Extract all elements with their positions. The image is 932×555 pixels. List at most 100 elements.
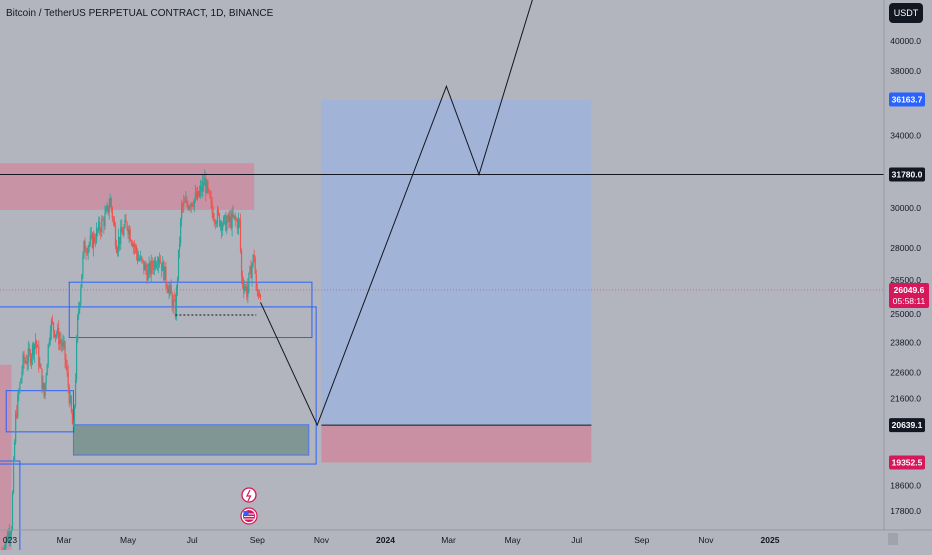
candle-body [167,289,169,294]
candle-body [69,396,71,404]
time-tick-label: 2024 [376,535,395,545]
candles-layer [1,169,262,555]
candle-body [26,361,28,364]
candle-body [110,198,112,208]
candle-body [106,205,108,210]
candle-body [181,204,183,220]
price-tick-label: 18600.0 [890,480,921,490]
demand-zone[interactable] [72,424,310,456]
candle-body [254,257,256,274]
event-icons-layer[interactable] [240,487,258,525]
candle-body [232,213,234,218]
candle-body [152,267,154,270]
candle-body [25,360,27,364]
candle-body [56,333,58,335]
candle-body [73,406,76,427]
candle-body [215,222,217,224]
time-tick-label: 023 [3,535,17,545]
candle-body [28,348,30,352]
candle-body [126,222,128,229]
candle-body [37,346,39,348]
candle-body [115,245,118,253]
candle-body [129,229,131,241]
candle-body [172,299,174,307]
candle-body [153,260,155,270]
candle-body [229,216,231,222]
supply-zone[interactable] [0,364,12,552]
time-tick-label: Nov [314,535,330,545]
drawings-layer [0,0,884,427]
axis-settings-icon[interactable] [888,533,898,545]
candle-body [17,394,19,417]
candle-body [161,263,163,272]
price-tick-label: 22600.0 [890,367,921,377]
candle-body [226,221,228,231]
candle-body [11,492,14,530]
candle-body [211,201,213,213]
candle-body [253,254,255,258]
candle-body [228,214,230,222]
time-tick-label: Sep [634,535,649,545]
candle-body [178,243,181,250]
price-label-text: 36163.7 [892,95,923,105]
candle-body [6,536,8,541]
time-tick-label: May [505,535,522,545]
candle-body [35,340,37,344]
price-label-box [889,92,925,107]
candle-body [136,253,139,261]
candle-body [217,210,220,214]
candle-body [52,322,55,331]
candle-body [193,199,195,207]
candle-body [98,221,100,231]
candle-body [130,240,132,243]
range-box[interactable] [5,390,74,433]
candle-body [4,543,6,553]
candle-body [174,299,176,318]
candle-body [194,193,196,200]
candle-body [214,220,216,224]
candle-body [7,532,9,541]
candle-body [95,228,98,242]
candle-body [124,219,126,228]
candle-body [225,215,227,231]
candle-body [168,288,170,294]
candle-body [53,330,56,337]
time-tick-label: Mar [57,535,72,545]
candle-body [144,264,146,271]
projection-path[interactable] [260,0,535,427]
price-tick-label: 25000.0 [890,309,921,319]
candle-body [191,203,193,206]
candle-body [218,213,221,226]
range-box[interactable] [68,281,313,339]
candle-body [123,227,125,236]
candle-body [143,260,145,271]
target-zone[interactable] [321,99,592,426]
candle-body [209,191,211,198]
candle-body [139,258,141,260]
stop-zone[interactable] [321,425,592,463]
time-tick-label: Jul [571,535,582,545]
candle-body [208,189,210,192]
candle-body [84,241,86,252]
candle-body [189,206,191,208]
candle-body [147,269,149,281]
candle-body [92,235,95,248]
candle-body [183,201,185,207]
time-tick-label: Sep [250,535,265,545]
candle-body [32,344,35,355]
candle-body [202,181,204,192]
currency-button[interactable]: USDT [889,3,923,23]
candle-body [176,279,179,288]
candle-body [101,219,103,233]
candle-body [116,249,119,253]
lightning-event-icon[interactable] [241,487,257,503]
candle-body [238,219,241,221]
candle-body [159,258,161,263]
supply-zone[interactable] [0,163,255,210]
candle-body [155,265,158,268]
price-label-text: 31780.0 [892,170,923,180]
candle-body [142,259,144,261]
range-box[interactable] [0,306,317,465]
